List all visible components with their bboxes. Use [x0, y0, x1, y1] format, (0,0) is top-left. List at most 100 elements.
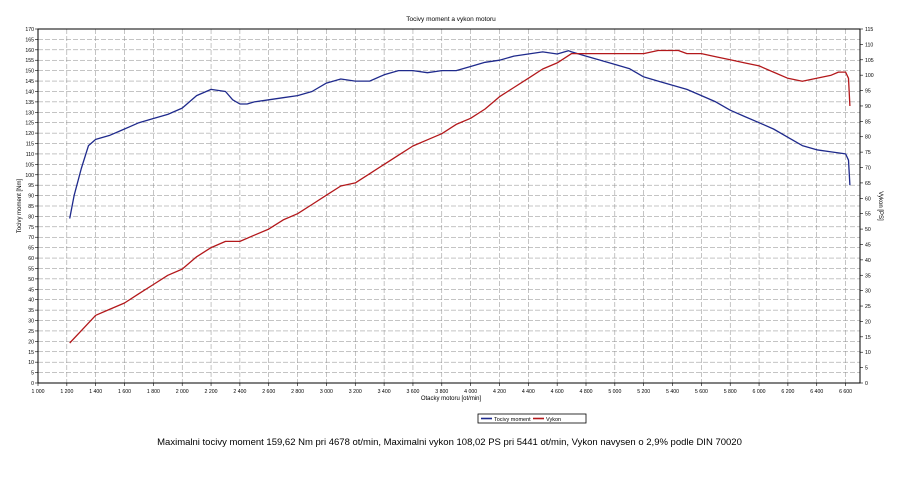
x-tick-label: 2 800: [291, 389, 304, 395]
y-right-tick-label: 40: [865, 258, 871, 264]
y-right-tick-label: 115: [865, 27, 873, 33]
x-tick-label: 6 400: [810, 389, 823, 395]
legend-label-torque: Tocivy moment: [494, 417, 531, 423]
x-tick-label: 5 200: [637, 389, 650, 395]
chart-legend: Tocivy moment Vykon: [477, 413, 587, 424]
y-left-tick-label: 45: [28, 287, 34, 293]
y-left-tick-label: 70: [28, 235, 34, 241]
y-left-tick-label: 160: [25, 48, 34, 54]
y-right-tick-label: 10: [865, 350, 871, 356]
x-tick-label: 3 200: [349, 389, 362, 395]
x-tick-label: 4 400: [522, 389, 535, 395]
y-left-tick-label: 120: [25, 131, 34, 137]
y-left-tick-label: 145: [25, 79, 34, 85]
y-left-tick-label: 140: [25, 89, 34, 95]
y-left-tick-label: 90: [28, 194, 34, 200]
y-right-tick-label: 30: [865, 289, 871, 295]
y-left-tick-label: 125: [25, 121, 34, 127]
chart-title: Tocivy moment a vykon motoru: [406, 16, 496, 23]
y-left-tick-label: 10: [28, 360, 34, 366]
y-right-tick-label: 15: [865, 335, 871, 341]
y-left-tick-label: 100: [25, 173, 34, 179]
y-right-tick-label: 55: [865, 212, 871, 218]
right-axis-ticks: 0 5 10 15 20 25 30 35 40 45 50 55 60 65 70 75 80 85 90 95 10…: [860, 27, 874, 387]
y-left-tick-label: 50: [28, 277, 34, 283]
y-left-tick-label: 30: [28, 319, 34, 325]
x-tick-label: 1 400: [89, 389, 102, 395]
x-tick-label: 5 000: [608, 389, 621, 395]
x-tick-label: 3 000: [320, 389, 333, 395]
x-tick-label: 6 000: [753, 389, 766, 395]
y-right-tick-label: 85: [865, 119, 871, 125]
left-axis-ticks: 0 5 10 15 20 25 30 35 40 45 50 55 60 65 70 75 80 85 90 95 10…: [25, 27, 38, 387]
y-right-tick-label: 70: [865, 166, 871, 172]
x-tick-label: 1 600: [118, 389, 131, 395]
x-axis-ticks: 1 000 1 200 1 400 1 600 1 800 2 000 2 200 2 400…: [32, 383, 852, 395]
y-right-tick-label: 110: [865, 42, 873, 48]
x-tick-label: 5 800: [724, 389, 737, 395]
y-left-tick-label: 80: [28, 214, 34, 220]
y-right-tick-label: 20: [865, 319, 871, 325]
summary-footer: Maximalni tocivy moment 159,62 Nm pri 46…: [157, 437, 742, 448]
x-tick-label: 4 200: [493, 389, 506, 395]
y-right-tick-label: 105: [865, 58, 874, 64]
y-right-tick-label: 50: [865, 227, 871, 233]
power-line: [69, 49, 851, 344]
x-tick-label: 1 200: [60, 389, 73, 395]
x-tick-label: 6 200: [781, 389, 794, 395]
y-left-tick-label: 60: [28, 256, 34, 262]
y-left-tick-label: 5: [31, 371, 34, 377]
y-left-tick-label: 75: [28, 225, 34, 231]
x-tick-label: 1 800: [147, 389, 160, 395]
y-right-tick-label: 25: [865, 304, 871, 310]
y-left-tick-label: 170: [25, 27, 34, 33]
y-right-tick-label: 45: [865, 242, 871, 248]
y-right-tick-label: 75: [865, 150, 871, 156]
y-left-tick-label: 55: [28, 266, 34, 272]
y-left-tick-label: 0: [31, 381, 34, 387]
y-right-tick-label: 90: [865, 104, 871, 110]
x-tick-label: 6 600: [839, 389, 852, 395]
y-left-tick-label: 130: [25, 110, 34, 116]
y-left-tick-label: 20: [28, 339, 34, 345]
y-left-tick-label: 105: [25, 162, 34, 168]
legend-label-power: Vykon: [546, 417, 561, 423]
x-tick-label: 2 000: [176, 389, 189, 395]
y-left-tick-label: 115: [26, 142, 34, 148]
x-tick-label: 2 400: [233, 389, 246, 395]
y-left-tick-label: 135: [25, 100, 34, 106]
y-right-tick-label: 100: [865, 73, 874, 79]
torque-line: [69, 50, 851, 219]
x-tick-label: 2 600: [262, 389, 275, 395]
x-tick-label: 4 000: [464, 389, 477, 395]
x-tick-label: 3 400: [378, 389, 391, 395]
y-right-tick-label: 65: [865, 181, 871, 187]
y-right-tick-label: 95: [865, 89, 871, 95]
y-right-tick-label: 35: [865, 273, 871, 279]
y-left-tick-label: 95: [28, 183, 34, 189]
x-tick-label: 3 600: [406, 389, 419, 395]
y-left-tick-label: 65: [28, 246, 34, 252]
y-left-tick-label: 165: [25, 37, 34, 43]
y-left-tick-label: 25: [28, 329, 34, 335]
y-right-tick-label: 60: [865, 196, 871, 202]
x-axis-label: Otacky motoru [ot/min]: [421, 396, 482, 402]
chart-series: [69, 49, 851, 344]
x-tick-label: 3 800: [435, 389, 448, 395]
y-right-tick-label: 5: [865, 366, 868, 372]
y-axis-left-label: Tocivy moment [Nm]: [17, 178, 23, 233]
y-left-tick-label: 35: [28, 308, 34, 314]
x-tick-label: 5 600: [695, 389, 708, 395]
y-left-tick-label: 15: [28, 350, 34, 356]
y-left-tick-label: 40: [28, 298, 34, 304]
y-right-tick-label: 0: [865, 381, 868, 387]
y-right-tick-label: 80: [865, 135, 871, 141]
legend-box: [477, 413, 587, 424]
y-axis-right-label: Vykon [PS]: [877, 191, 883, 221]
x-tick-label: 5 400: [666, 389, 679, 395]
y-left-tick-label: 155: [25, 58, 34, 64]
x-tick-label: 1 000: [32, 389, 45, 395]
y-left-tick-label: 85: [28, 204, 34, 210]
x-tick-label: 4 600: [551, 389, 564, 395]
